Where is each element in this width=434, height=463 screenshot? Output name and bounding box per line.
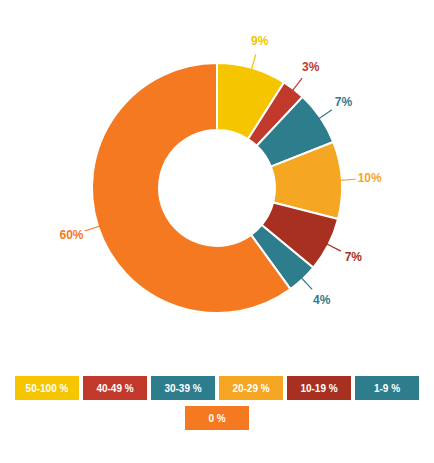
- html-text:0 %: 0 %: [208, 412, 226, 424]
- html-text:50-100 %: 50-100 %: [25, 382, 69, 394]
- svg-text:60%: 60%: [59, 228, 83, 242]
- svg-text:10%: 10%: [358, 171, 382, 185]
- svg-text:7%: 7%: [335, 95, 353, 109]
- html-text:1-9 %: 1-9 %: [373, 382, 401, 394]
- svg-text:9%: 9%: [251, 34, 269, 48]
- html-text:10-19 %: 10-19 %: [300, 382, 338, 394]
- html-text:20-29 %: 20-29 %: [232, 382, 270, 394]
- svg-text:7%: 7%: [345, 250, 363, 264]
- svg-text:4%: 4%: [313, 293, 331, 307]
- svg-text:3%: 3%: [302, 60, 320, 74]
- html-text:40-49 %: 40-49 %: [96, 382, 134, 394]
- html-text:30-39 %: 30-39 %: [164, 382, 202, 394]
